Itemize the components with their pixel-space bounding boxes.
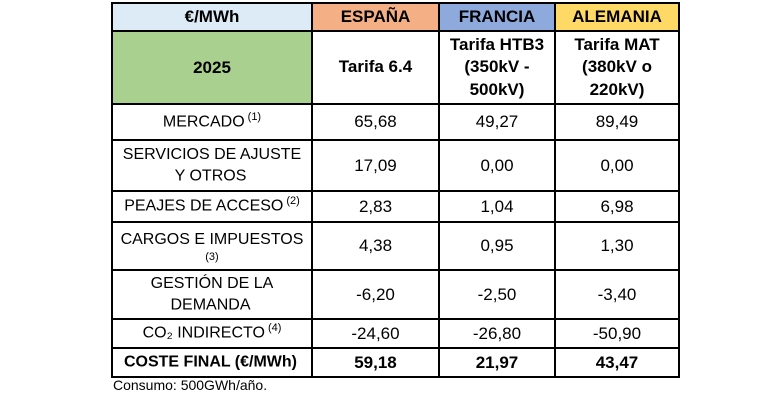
value-cell: -24,60	[311, 318, 440, 350]
country-header-row: €/MWh ESPAÑA FRANCIA ALEMANIA	[111, 2, 680, 32]
footnote-marker: (4)	[267, 322, 282, 335]
row-label-cell: COSTE FINAL (€/MWh)	[111, 347, 313, 379]
value-cell: 1,30	[554, 221, 680, 272]
value-cell: 21,97	[438, 347, 556, 379]
row-label: CO₂ INDIRECTO	[142, 324, 265, 342]
value-cell: 1,04	[438, 190, 556, 224]
table-row-cargos: CARGOS E IMPUESTOS (3) 4,38 0,95 1,30	[111, 221, 680, 272]
value-cell: 0,00	[438, 139, 556, 193]
value-cell: 0,95	[438, 221, 556, 272]
table-row-co2: CO₂ INDIRECTO (4) -24,60 -26,80 -50,90	[111, 318, 680, 350]
row-label: MERCADO	[162, 113, 245, 131]
footnote-marker: (3)	[205, 250, 219, 263]
value-cell: -26,80	[438, 318, 556, 350]
country-header-germany: ALEMANIA	[554, 2, 680, 32]
row-label-cell: SERVICIOS DE AJUSTE Y OTROS	[111, 139, 313, 193]
tariff-header-germany: Tarifa MAT (380kV o 220kV)	[554, 29, 680, 106]
table-row-gestion: GESTIÓN DE LA DEMANDA -6,20 -2,50 -3,40	[111, 269, 680, 321]
year-cell: 2025	[111, 29, 313, 106]
row-label: COSTE FINAL (€/MWh)	[123, 353, 298, 371]
country-header-spain: ESPAÑA	[311, 2, 440, 32]
row-label-cell: CARGOS E IMPUESTOS (3)	[111, 221, 313, 272]
tariff-header-spain: Tarifa 6.4	[311, 29, 440, 106]
table-row-mercado: MERCADO (1) 65,68 49,27 89,49	[111, 103, 680, 142]
cost-comparison-table: €/MWh ESPAÑA FRANCIA ALEMANIA 2025 Tarif…	[111, 2, 680, 379]
consumption-footnote: Consumo: 500GWh/año.	[113, 377, 268, 393]
value-cell: 0,00	[554, 139, 680, 193]
value-cell: 89,49	[554, 103, 680, 142]
tariff-header-row: 2025 Tarifa 6.4 Tarifa HTB3 (350kV - 500…	[111, 29, 680, 106]
table-row-peajes: PEAJES DE ACCESO (2) 2,83 1,04 6,98	[111, 190, 680, 224]
footnote-marker: (1)	[247, 110, 262, 123]
value-cell: -2,50	[438, 269, 556, 321]
row-label-cell: MERCADO (1)	[111, 103, 313, 142]
value-cell: 59,18	[311, 347, 440, 379]
value-cell: 49,27	[438, 103, 556, 142]
row-label: CARGOS E IMPUESTOS	[120, 230, 304, 248]
footnote-marker: (2)	[286, 195, 300, 208]
value-cell: 65,68	[311, 103, 440, 142]
row-label: GESTIÓN DE LA DEMANDA	[150, 274, 274, 313]
tariff-header-france: Tarifa HTB3 (350kV - 500kV)	[438, 29, 556, 106]
value-cell: -3,40	[554, 269, 680, 321]
value-cell: 6,98	[554, 190, 680, 224]
row-label: SERVICIOS DE AJUSTE Y OTROS	[122, 145, 302, 184]
unit-header-cell: €/MWh	[111, 2, 313, 32]
country-header-france: FRANCIA	[438, 2, 556, 32]
value-cell: -6,20	[311, 269, 440, 321]
row-label: PEAJES DE ACCESO	[124, 197, 284, 215]
value-cell: 4,38	[311, 221, 440, 272]
value-cell: 2,83	[311, 190, 440, 224]
row-label-cell: CO₂ INDIRECTO (4)	[111, 318, 313, 350]
row-label-cell: PEAJES DE ACCESO (2)	[111, 190, 313, 224]
value-cell: 17,09	[311, 139, 440, 193]
table-row-servicios: SERVICIOS DE AJUSTE Y OTROS 17,09 0,00 0…	[111, 139, 680, 193]
row-label-cell: GESTIÓN DE LA DEMANDA	[111, 269, 313, 321]
table-row-coste-final: COSTE FINAL (€/MWh) 59,18 21,97 43,47	[111, 347, 680, 379]
value-cell: -50,90	[554, 318, 680, 350]
value-cell: 43,47	[554, 347, 680, 379]
